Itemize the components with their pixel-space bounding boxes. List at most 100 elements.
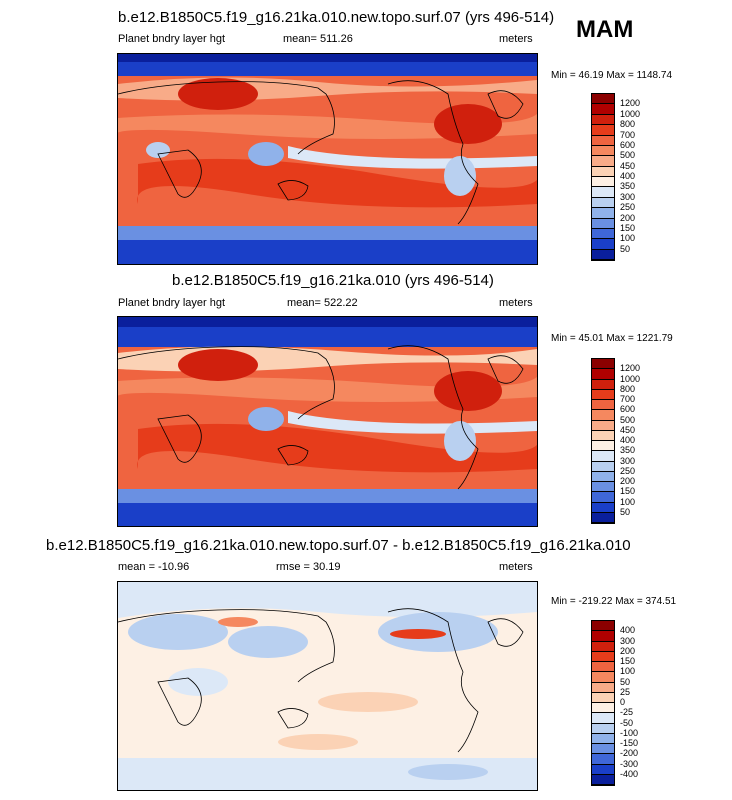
panel2-map-field bbox=[118, 317, 537, 526]
colorbar-label: -25 bbox=[620, 707, 634, 718]
colorbar-label: 50 bbox=[620, 676, 631, 687]
panel2-minmax: Min = 45.01 Max = 1221.79 bbox=[551, 333, 673, 344]
colorbar-segment bbox=[592, 672, 614, 683]
colorbar-segment bbox=[592, 249, 614, 260]
colorbar-segment bbox=[592, 420, 614, 431]
panel1-minmax: Min = 46.19 Max = 1148.74 bbox=[551, 70, 673, 81]
colorbar-label: 100 bbox=[620, 233, 636, 244]
colorbar-label: 800 bbox=[620, 119, 636, 130]
colorbar-segment bbox=[592, 703, 614, 714]
colorbar-label: 800 bbox=[620, 383, 636, 394]
colorbar-segment bbox=[592, 764, 614, 775]
panel2-map bbox=[117, 316, 538, 527]
colorbar-label: -300 bbox=[620, 758, 639, 769]
panel2-colorbar bbox=[591, 358, 615, 524]
colorbar-segment bbox=[592, 723, 614, 734]
colorbar-label: 1000 bbox=[620, 108, 641, 119]
colorbar-segment bbox=[592, 451, 614, 462]
colorbar-segment bbox=[592, 166, 614, 177]
colorbar-label: 300 bbox=[620, 191, 636, 202]
colorbar-label: -150 bbox=[620, 738, 639, 748]
panel2-units-label: meters bbox=[499, 297, 533, 309]
colorbar-segment bbox=[592, 512, 614, 523]
panel1-units-label: meters bbox=[499, 33, 533, 45]
panel3-title: b.e12.B1850C5.f19_g16.21ka.010.new.topo.… bbox=[46, 537, 631, 554]
colorbar-segment bbox=[592, 471, 614, 482]
colorbar-label: 1200 bbox=[620, 363, 641, 374]
colorbar-segment bbox=[592, 156, 614, 167]
colorbar-segment bbox=[592, 461, 614, 472]
colorbar-label: 50 bbox=[620, 243, 631, 254]
colorbar-label: 400 bbox=[620, 435, 636, 445]
colorbar-label: -400 bbox=[620, 768, 639, 779]
colorbar-label: 100 bbox=[620, 666, 636, 677]
colorbar-segment bbox=[592, 482, 614, 493]
colorbar-label: 200 bbox=[620, 212, 636, 223]
colorbar-segment bbox=[592, 125, 614, 136]
panel2-title: b.e12.B1850C5.f19_g16.21ka.010 (yrs 496-… bbox=[172, 272, 494, 289]
colorbar-segment bbox=[592, 379, 614, 390]
colorbar-segment bbox=[592, 228, 614, 240]
panel1-map bbox=[117, 53, 538, 265]
panel2-field-label: Planet bndry layer hgt bbox=[118, 297, 226, 309]
colorbar-label: -200 bbox=[620, 748, 639, 759]
colorbar-segment bbox=[592, 145, 614, 157]
colorbar-segment bbox=[592, 197, 614, 209]
colorbar-segment bbox=[592, 94, 614, 105]
colorbar-label: 350 bbox=[620, 445, 636, 456]
panel1-title: b.e12.B1850C5.f19_g16.21ka.010.new.topo.… bbox=[118, 9, 555, 26]
colorbar-segment bbox=[592, 744, 614, 755]
colorbar-segment bbox=[592, 430, 614, 441]
colorbar-segment bbox=[592, 208, 614, 219]
colorbar-label: 25 bbox=[620, 686, 631, 697]
colorbar-label: 100 bbox=[620, 496, 636, 507]
colorbar-label: 150 bbox=[620, 486, 636, 497]
colorbar-label: 250 bbox=[620, 202, 636, 213]
colorbar-segment bbox=[592, 651, 614, 662]
colorbar-segment bbox=[592, 621, 614, 632]
colorbar-label: 200 bbox=[620, 645, 636, 656]
colorbar-label: 250 bbox=[620, 465, 636, 476]
colorbar-segment bbox=[592, 631, 614, 642]
colorbar-label: 300 bbox=[620, 455, 636, 466]
colorbar-label: 400 bbox=[620, 171, 636, 181]
panel1-mean-label: mean= 511.26 bbox=[283, 33, 353, 45]
colorbar-segment bbox=[592, 502, 614, 513]
colorbar-segment bbox=[592, 774, 614, 785]
colorbar-segment bbox=[592, 177, 614, 188]
colorbar-segment bbox=[592, 104, 614, 115]
colorbar-label: 350 bbox=[620, 181, 636, 192]
panel3-map-field bbox=[118, 582, 537, 790]
colorbar-label: 150 bbox=[620, 222, 636, 233]
colorbar-label: 50 bbox=[620, 506, 631, 517]
colorbar-label: 450 bbox=[620, 424, 636, 435]
colorbar-label: 200 bbox=[620, 476, 636, 486]
colorbar-label: 150 bbox=[620, 656, 636, 666]
season-label: MAM bbox=[576, 16, 634, 43]
colorbar-label: 600 bbox=[620, 404, 636, 415]
colorbar-segment bbox=[592, 359, 614, 370]
colorbar-segment bbox=[592, 441, 614, 452]
colorbar-segment bbox=[592, 682, 614, 693]
panel3-minmax: Min = -219.22 Max = 374.51 bbox=[551, 596, 677, 607]
colorbar-segment bbox=[592, 369, 614, 380]
colorbar-label: 700 bbox=[620, 394, 636, 404]
panel1-colorbar bbox=[591, 93, 615, 261]
panel1-field-label: Planet bndry layer hgt bbox=[118, 33, 226, 45]
colorbar-label: -50 bbox=[620, 717, 634, 728]
panel3-units-label: meters bbox=[499, 561, 533, 573]
colorbar-label: 450 bbox=[620, 160, 636, 171]
panel3-colorbar bbox=[591, 620, 615, 786]
panel1-map-field bbox=[118, 54, 537, 264]
colorbar-label: 400 bbox=[620, 625, 636, 636]
colorbar-label: 500 bbox=[620, 414, 636, 425]
colorbar-label: 0 bbox=[620, 697, 626, 707]
colorbar-segment bbox=[592, 218, 614, 229]
colorbar-label: 500 bbox=[620, 150, 636, 161]
colorbar-segment bbox=[592, 692, 614, 703]
colorbar-label: 1200 bbox=[620, 98, 641, 109]
colorbar-segment bbox=[592, 754, 614, 765]
colorbar-segment bbox=[592, 389, 614, 400]
colorbar-segment bbox=[592, 662, 614, 673]
colorbar-segment bbox=[592, 410, 614, 421]
